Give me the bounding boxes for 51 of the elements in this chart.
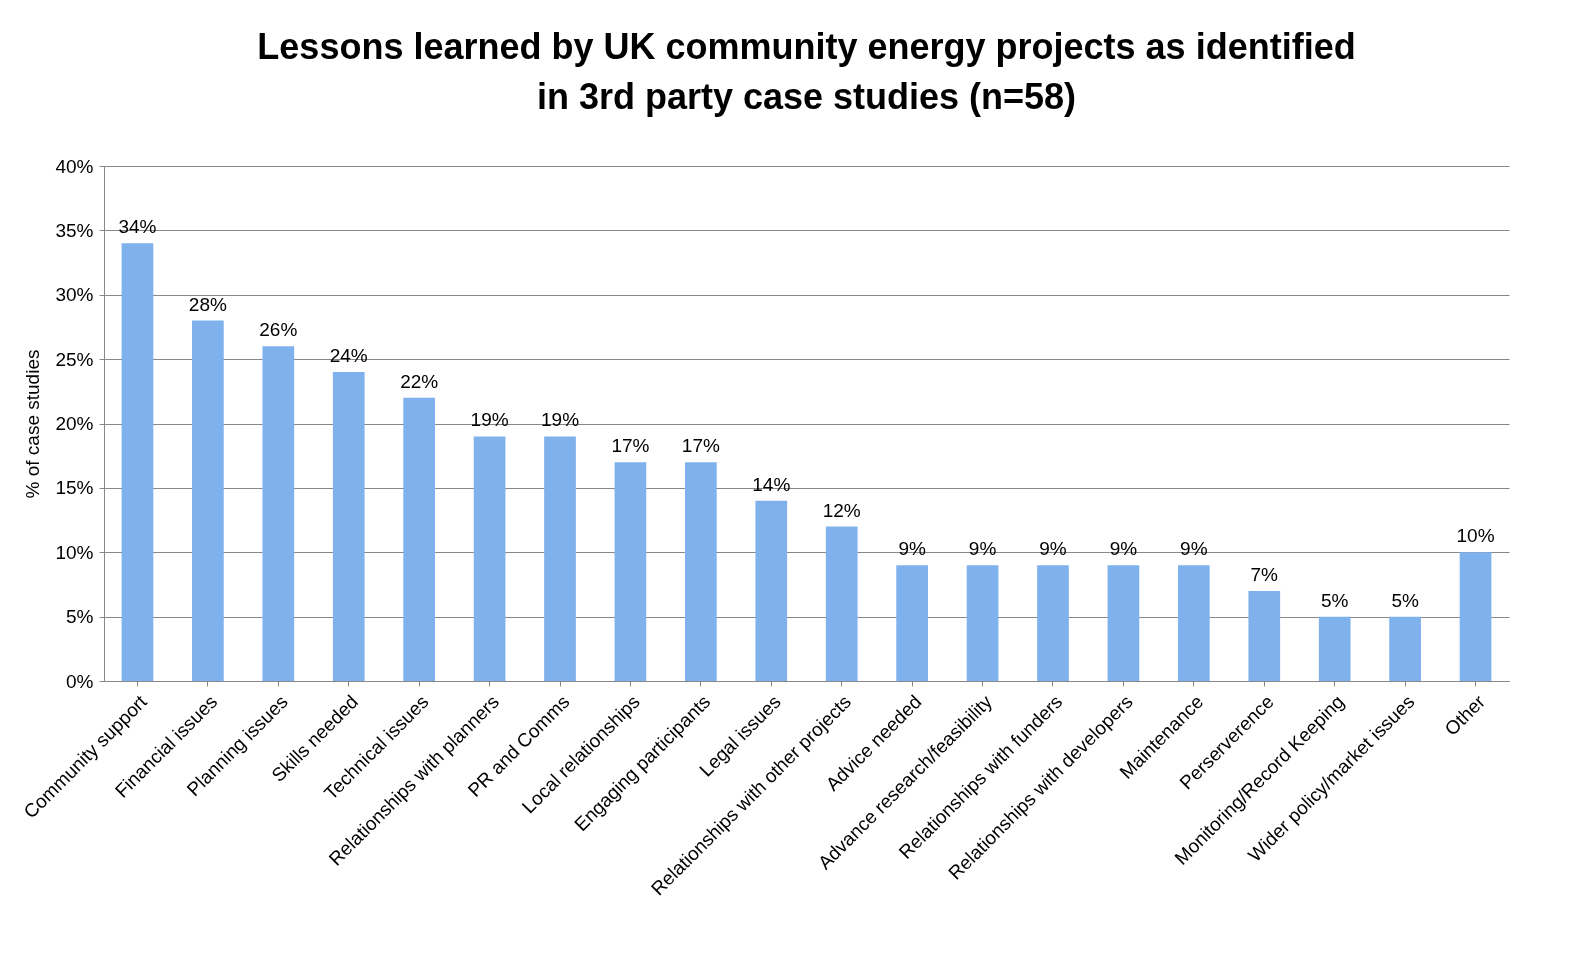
data-label: 5%: [1320, 589, 1349, 611]
data-label: 7%: [1250, 563, 1279, 585]
data-label: 19%: [470, 409, 509, 431]
bar: [1248, 590, 1281, 681]
y-tick-label: 25%: [55, 348, 94, 370]
bar: [192, 320, 224, 681]
bar: [544, 436, 576, 681]
y-tick-label: 5%: [66, 606, 94, 628]
chart-title: Lessons learned by UK community energy projects as identified in 3rd party case studies (n=58): [257, 26, 1356, 117]
bar: [966, 565, 999, 681]
y-axis-title: % of case studies: [22, 349, 44, 499]
bar: [121, 243, 154, 681]
data-label: 17%: [681, 435, 720, 457]
data-label: 5%: [1391, 589, 1419, 611]
data-label: 9%: [898, 538, 926, 560]
data-label: 14%: [752, 473, 791, 495]
data-label: 9%: [1109, 538, 1138, 560]
data-label: 17%: [611, 435, 650, 457]
y-tick-label: 35%: [55, 219, 94, 241]
data-label: 24%: [329, 345, 368, 366]
data-label: 10%: [1456, 525, 1495, 547]
bar: [403, 397, 435, 681]
bar: [896, 565, 928, 681]
bar: [1389, 616, 1421, 681]
y-tick-label: 40%: [55, 155, 94, 177]
bar: [825, 526, 858, 681]
data-label: 9%: [1039, 538, 1067, 560]
bar: [755, 500, 788, 681]
data-label: 26%: [259, 319, 298, 341]
bar: [685, 462, 717, 681]
bar: [614, 462, 647, 681]
bar: [1107, 565, 1140, 681]
bar: [1178, 565, 1210, 681]
y-tick-label: 15%: [55, 477, 94, 499]
bar: [332, 372, 365, 681]
bar: [1459, 552, 1492, 681]
bar: [1318, 616, 1351, 681]
data-label: 34%: [118, 216, 157, 238]
data-label: 19%: [540, 409, 580, 431]
bar: [262, 346, 295, 681]
y-tick-label: 30%: [55, 284, 94, 306]
data-label: 28%: [188, 293, 227, 315]
data-label: 9%: [968, 538, 997, 560]
y-tick-label: 20%: [55, 413, 94, 434]
data-label: 9%: [1180, 538, 1208, 560]
bar: [473, 436, 506, 681]
y-tick-label: 10%: [55, 541, 94, 563]
data-label: 12%: [822, 499, 861, 521]
bar: [1037, 565, 1069, 681]
data-label: 22%: [400, 370, 439, 392]
y-tick-label: 0%: [66, 670, 94, 692]
